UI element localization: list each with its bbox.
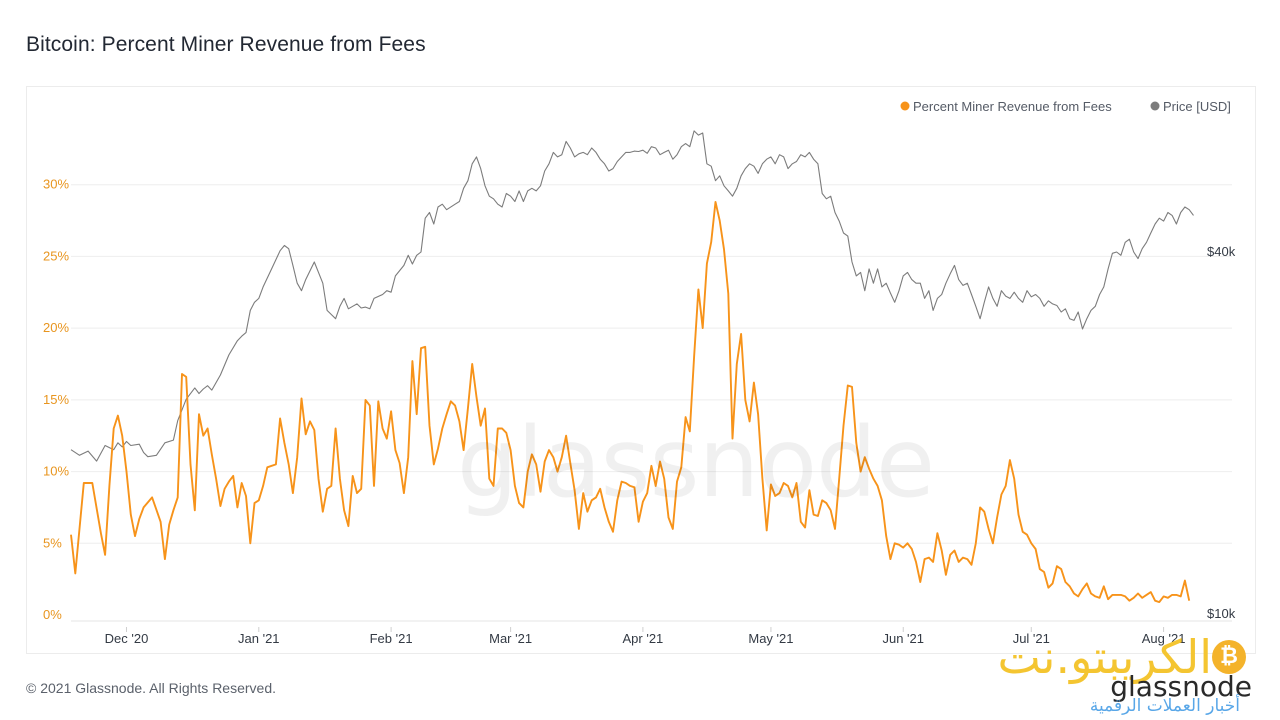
x-tick-label: May '21 [748,631,793,646]
left-tick-label: 5% [43,535,62,550]
x-tick-label: Jul '21 [1013,631,1050,646]
chart-svg: 0% 5% 10% 15% 20% 25% 30% $40k $10k Dec '20 Jan … [43,99,1236,646]
legend-label-price: Price [USD] [1163,99,1231,114]
legend-item-fees[interactable]: Percent Miner Revenue from Fees [900,99,1113,114]
chart-legend: Percent Miner Revenue from Fees Price [U… [900,99,1231,114]
brand-tagline: أخبار العملات الرقمية [1089,696,1240,716]
right-tick-label: $10k [1207,606,1236,621]
x-tick-label: Mar '21 [489,631,532,646]
x-tick-label: Feb '21 [370,631,413,646]
watermark: glassnode [457,407,935,519]
x-tick-label: Jun '21 [882,631,924,646]
left-tick-label: 0% [43,607,62,622]
legend-dot-price [1150,101,1160,111]
left-tick-label: 20% [43,320,69,335]
left-tick-label: 10% [43,464,69,479]
x-tick-label: Jan '21 [238,631,280,646]
brand-logo: ₿ الكريبتو.نت glassnode أخبار العملات ال… [940,630,1280,720]
chart-frame: 0% 5% 10% 15% 20% 25% 30% $40k $10k Dec '20 Jan … [26,86,1256,654]
grid-lines [71,184,1232,544]
bitcoin-coin-icon: ₿ [1212,640,1246,674]
fees-line [70,200,1191,604]
copyright-text: © 2021 Glassnode. All Rights Reserved. [26,680,277,696]
page-title: Bitcoin: Percent Miner Revenue from Fees [26,33,426,56]
left-tick-label: 15% [43,392,69,407]
left-tick-label: 30% [43,177,69,192]
brand-arabic-name: الكريبتو.نت [997,630,1212,684]
fee-series-group [70,200,1191,604]
right-tick-label: $40k [1207,244,1236,259]
x-tick-label: Aug '21 [1142,631,1186,646]
right-axis-ticks: $40k $10k [1207,244,1236,621]
x-tick-label: Dec '20 [105,631,149,646]
left-tick-label: 25% [43,248,69,263]
legend-dot-fees [900,101,910,111]
legend-item-price[interactable]: Price [USD] [1150,99,1231,114]
x-tick-label: Apr '21 [623,631,664,646]
left-axis-ticks: 0% 5% 10% 15% 20% 25% 30% [43,177,69,622]
legend-label-fees: Percent Miner Revenue from Fees [913,99,1112,114]
price-series-group [70,130,1194,462]
x-axis-ticks: Dec '20 Jan '21 Feb '21 Mar '21 Apr '21 May '… [71,620,1232,646]
price-line [70,130,1194,462]
brand-english-name: glassnode [1110,670,1252,703]
